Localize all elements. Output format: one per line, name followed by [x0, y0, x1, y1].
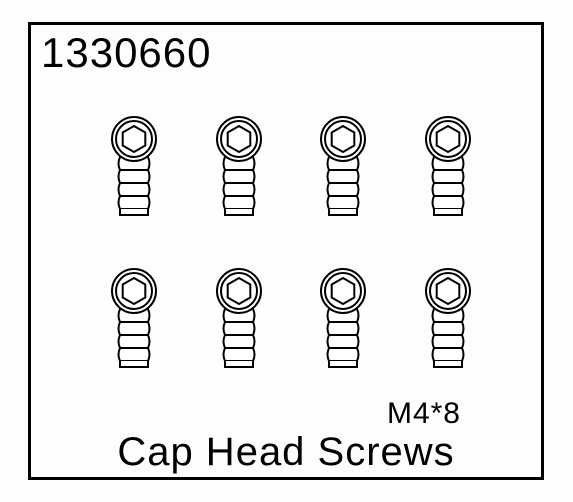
screw-icon — [211, 115, 267, 225]
title-label: Cap Head Screws — [31, 430, 541, 475]
screw-row — [106, 267, 476, 377]
screw-icon — [106, 267, 162, 377]
screw-icon — [420, 115, 476, 225]
diagram-frame: 1330660 — [28, 22, 544, 480]
screw-icon — [211, 267, 267, 377]
screw-icon — [420, 267, 476, 377]
screw-grid — [106, 115, 476, 419]
part-number: 1330660 — [41, 29, 212, 77]
screw-row — [106, 115, 476, 225]
screw-icon — [315, 267, 371, 377]
screw-icon — [106, 115, 162, 225]
size-label: M4*8 — [387, 397, 461, 431]
screw-icon — [315, 115, 371, 225]
